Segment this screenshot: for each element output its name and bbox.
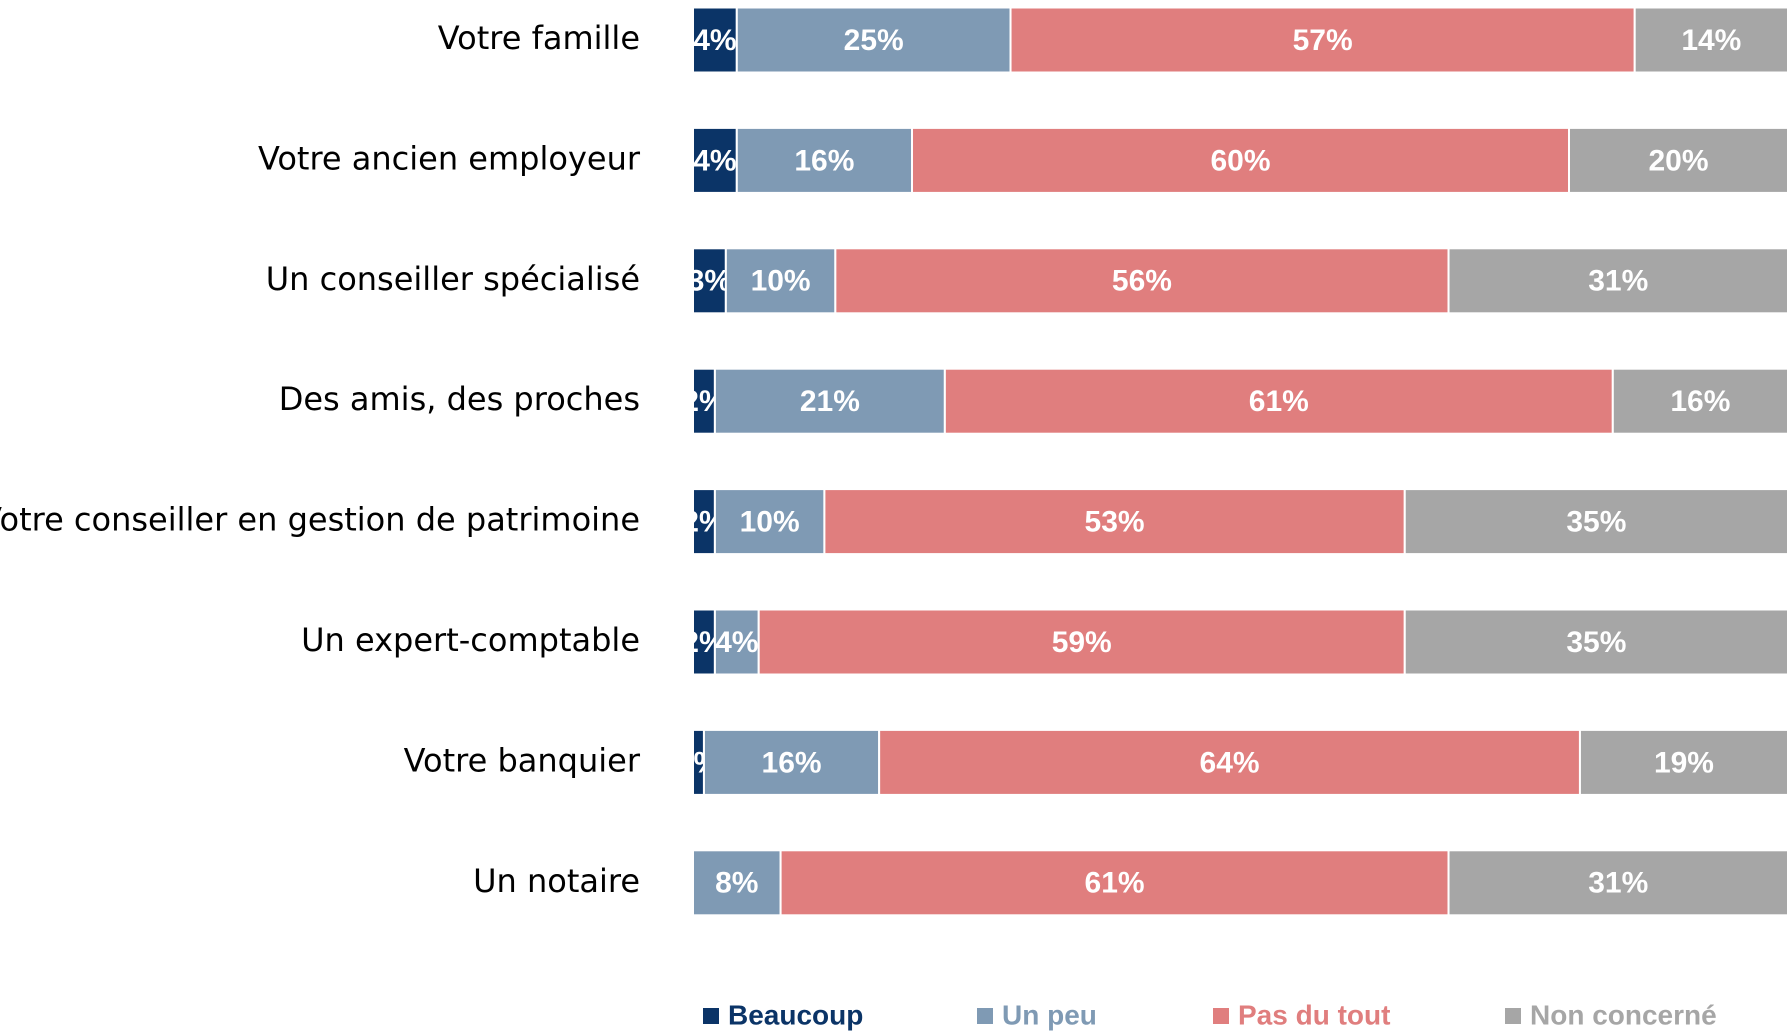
legend-label: Pas du tout xyxy=(1238,999,1390,1030)
value-label: 25% xyxy=(844,24,904,57)
bar-segment xyxy=(1447,849,1788,917)
value-label: 16% xyxy=(1670,385,1730,418)
value-label: 61% xyxy=(1085,867,1145,900)
value-label: 16% xyxy=(762,746,822,779)
bar-segment xyxy=(1009,6,1636,74)
legend-swatch xyxy=(977,1008,993,1024)
value-label: 4% xyxy=(693,24,736,57)
value-label: 14% xyxy=(1681,24,1741,57)
legend-label: Non concerné xyxy=(1530,999,1717,1030)
value-label: 57% xyxy=(1293,24,1353,57)
value-label: 60% xyxy=(1210,144,1270,177)
value-label: 53% xyxy=(1085,506,1145,539)
bar-segment xyxy=(943,367,1614,435)
value-label: 16% xyxy=(794,144,854,177)
legend-swatch xyxy=(1505,1008,1521,1024)
bar-segment xyxy=(1403,488,1788,556)
value-label: 64% xyxy=(1200,746,1260,779)
legend-label: Un peu xyxy=(1002,999,1097,1030)
bar-segment xyxy=(735,126,913,194)
legend-label: Beaucoup xyxy=(728,999,863,1030)
value-label: 3% xyxy=(688,265,731,298)
value-label: 8% xyxy=(715,867,758,900)
bar-segment xyxy=(823,488,1406,556)
value-label: 61% xyxy=(1249,385,1309,418)
bar-segment xyxy=(735,6,1012,74)
category-label: Votre conseiller en gestion de patrimoin… xyxy=(0,501,640,539)
bar-segment xyxy=(713,367,946,435)
bar-segment xyxy=(1568,126,1788,194)
category-label: Des amis, des proches xyxy=(279,380,640,418)
value-label: 10% xyxy=(740,506,800,539)
category-label: Un notaire xyxy=(473,862,640,900)
category-label: Votre banquier xyxy=(404,741,641,779)
bar-segment xyxy=(834,247,1450,315)
category-label: Un conseiller spécialisé xyxy=(266,260,640,298)
value-label: 10% xyxy=(751,265,811,298)
legend-swatch xyxy=(703,1008,719,1024)
value-label: 35% xyxy=(1566,626,1626,659)
bar-segment xyxy=(779,849,1450,917)
bar-segment xyxy=(1611,367,1788,435)
bar-segment xyxy=(1578,728,1788,796)
bar-segment xyxy=(1403,608,1788,676)
value-label: 31% xyxy=(1588,867,1648,900)
value-label: 56% xyxy=(1112,265,1172,298)
value-label: 4% xyxy=(693,144,736,177)
value-label: 59% xyxy=(1052,626,1112,659)
bar-segment xyxy=(724,247,837,315)
value-label: 35% xyxy=(1566,506,1626,539)
value-label: 21% xyxy=(800,385,860,418)
value-label: 19% xyxy=(1654,746,1714,779)
bar-segment xyxy=(692,126,738,194)
category-label: Un expert-comptable xyxy=(301,621,640,659)
legend-swatch xyxy=(1213,1008,1229,1024)
bar-segment xyxy=(713,488,826,556)
value-label: 20% xyxy=(1648,144,1708,177)
value-label: 31% xyxy=(1588,265,1648,298)
bar-segment xyxy=(911,126,1570,194)
bar-segment xyxy=(692,849,782,917)
value-label: 4% xyxy=(715,626,758,659)
bar-segment xyxy=(702,728,881,796)
category-label: Votre ancien employeur xyxy=(258,139,641,177)
category-label: Votre famille xyxy=(438,19,640,57)
bar-segment xyxy=(1447,247,1788,315)
bar-segment xyxy=(692,6,738,74)
bar-segment xyxy=(878,728,1581,796)
bar-segment xyxy=(757,608,1406,676)
